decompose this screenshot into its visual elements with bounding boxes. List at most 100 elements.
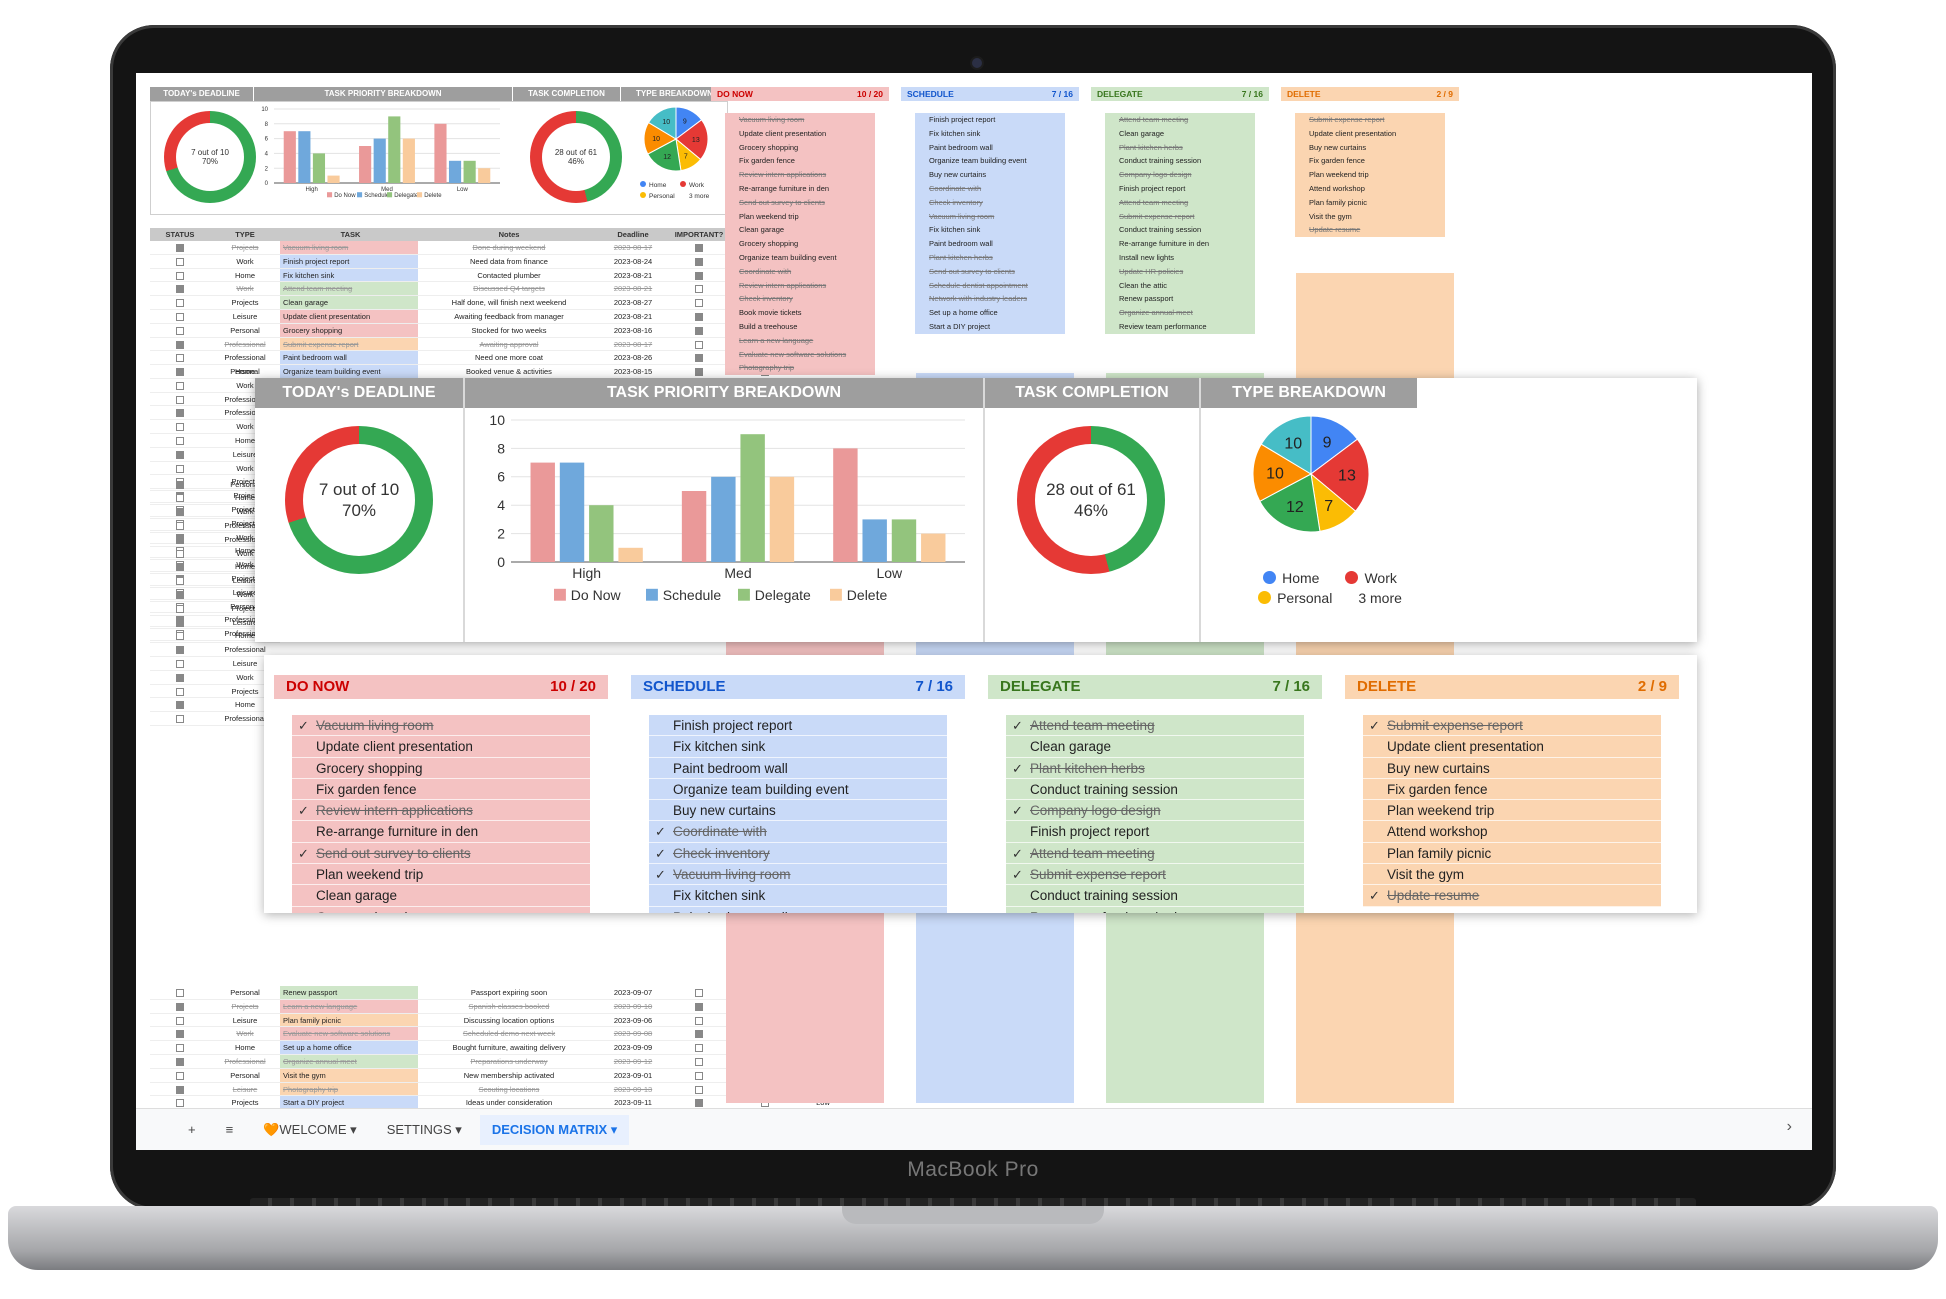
all-sheets-button[interactable]: ≡ [225,1121,234,1137]
quadrant-item[interactable]: ✓ Send out survey to clients [292,842,590,865]
quadrant-item[interactable]: Paint bedroom wall [649,757,947,779]
status-checkbox[interactable] [176,450,184,459]
quadrant-item[interactable]: ✓ Coordinate with [649,821,947,843]
quadrant-item[interactable]: Conduct training session [1006,885,1304,907]
quadrant-item[interactable]: ✓ Submit expense report [1006,864,1304,886]
quadrant-item[interactable]: Plan weekend trip [292,864,590,886]
important-checkbox[interactable] [695,326,703,335]
quadrant-item[interactable]: Buy new curtains [649,800,947,822]
status-checkbox[interactable] [176,381,184,390]
status-checkbox[interactable] [176,632,184,641]
quadrant-item[interactable]: ✓ Vacuum living room [649,864,947,886]
quadrant-item[interactable]: Plan family picnic [1363,842,1661,865]
important-checkbox[interactable] [695,1044,703,1053]
important-checkbox[interactable] [695,1058,703,1066]
status-checkbox[interactable] [176,313,184,321]
status-checkbox[interactable] [176,604,184,613]
status-checkbox[interactable] [176,1085,184,1094]
quadrant-item[interactable]: Fix garden fence [292,778,590,801]
important-checkbox[interactable] [695,313,703,321]
quadrant-item[interactable]: Update client presentation [1363,736,1661,758]
status-checkbox[interactable] [176,368,184,377]
status-checkbox[interactable] [176,244,184,253]
status-checkbox[interactable] [176,1002,184,1011]
status-checkbox[interactable] [176,409,184,418]
important-checkbox[interactable] [695,1002,703,1011]
status-checkbox[interactable] [176,1030,184,1039]
status-checkbox[interactable] [176,1016,184,1025]
quadrant-item[interactable]: ✓ Check inventory [649,842,947,865]
tab-welcome[interactable]: 🧡WELCOME ▾ [263,1121,357,1137]
status-checkbox[interactable] [176,437,184,445]
status-checkbox[interactable] [176,257,184,266]
quadrant-item[interactable]: Conduct training session [1006,778,1304,801]
quadrant-item[interactable]: Clean garage [292,885,590,907]
quadrant-item[interactable]: Clean garage [1006,736,1304,758]
status-checkbox[interactable] [176,673,184,682]
quadrant-item[interactable]: Re-arrange furniture in den [1006,906,1304,913]
quadrant-item[interactable]: Re-arrange furniture in den [292,821,590,843]
quadrant-item[interactable]: ✓ Vacuum living room [292,715,590,737]
status-checkbox[interactable] [176,285,184,294]
status-checkbox[interactable] [176,508,184,517]
add-sheet-button[interactable]: + [188,1121,196,1137]
status-checkbox[interactable] [176,464,184,473]
status-checkbox[interactable] [176,1071,184,1080]
important-checkbox[interactable] [695,354,703,363]
quadrant-item[interactable]: Paint bedroom wall [649,906,947,913]
status-checkbox[interactable] [176,687,184,696]
status-checkbox[interactable] [176,701,184,710]
quadrant-item[interactable]: ✓ Review intern applications [292,800,590,822]
quadrant-item[interactable]: ✓ Attend team meeting [1006,842,1304,865]
status-checkbox[interactable] [176,618,184,627]
quadrant-item[interactable]: Update client presentation [292,736,590,758]
quadrant-item[interactable]: Visit the gym [1363,864,1661,886]
status-checkbox[interactable] [176,395,184,404]
status-checkbox[interactable] [176,1099,184,1108]
status-checkbox[interactable] [176,299,184,308]
status-checkbox[interactable] [176,494,184,503]
status-checkbox[interactable] [176,271,184,280]
important-checkbox[interactable] [695,299,703,308]
important-checkbox[interactable] [695,244,703,253]
status-checkbox[interactable] [176,646,184,655]
status-checkbox[interactable] [176,340,184,349]
quadrant-item[interactable]: Finish project report [649,715,947,737]
quadrant-item[interactable]: Attend workshop [1363,821,1661,843]
quadrant-item[interactable]: ✓ Submit expense report [1363,715,1661,737]
status-checkbox[interactable] [176,535,184,544]
quadrant-item[interactable]: Fix kitchen sink [649,736,947,758]
quadrant-item[interactable]: Plan weekend trip [1363,800,1661,822]
tab-settings[interactable]: SETTINGS ▾ [386,1121,462,1137]
status-checkbox[interactable] [176,549,184,558]
scroll-right-icon[interactable]: › [1786,1118,1792,1135]
status-checkbox[interactable] [176,1044,184,1053]
important-checkbox[interactable] [695,1085,703,1094]
status-checkbox[interactable] [176,577,184,586]
status-checkbox[interactable] [176,989,184,998]
important-checkbox[interactable] [695,989,703,998]
important-checkbox[interactable] [695,340,703,349]
important-checkbox[interactable] [695,1099,703,1108]
quadrant-item[interactable]: Fix garden fence [1363,778,1661,801]
status-checkbox[interactable] [176,660,184,669]
important-checkbox[interactable] [695,257,703,266]
status-checkbox[interactable] [176,423,184,432]
important-checkbox[interactable] [695,285,703,294]
quadrant-item[interactable]: ✓ Update resume [1363,885,1661,907]
important-checkbox[interactable] [695,368,703,377]
tab-decision-matrix[interactable]: DECISION MATRIX ▾ [479,1114,630,1145]
quadrant-item[interactable]: ✓ Company logo design [1006,800,1304,822]
quadrant-item[interactable]: Grocery shopping [292,906,590,913]
quadrant-item[interactable]: Grocery shopping [292,757,590,779]
status-checkbox[interactable] [176,715,184,724]
status-checkbox[interactable] [176,1058,184,1066]
quadrant-item[interactable]: ✓ Attend team meeting [1006,715,1304,737]
important-checkbox[interactable] [695,1071,703,1080]
quadrant-item[interactable]: Finish project report [1006,821,1304,843]
status-checkbox[interactable] [176,480,184,489]
important-checkbox[interactable] [695,271,703,280]
quadrant-item[interactable]: Fix kitchen sink [649,885,947,907]
status-checkbox[interactable] [176,522,184,531]
quadrant-item[interactable]: ✓ Plant kitchen herbs [1006,757,1304,779]
